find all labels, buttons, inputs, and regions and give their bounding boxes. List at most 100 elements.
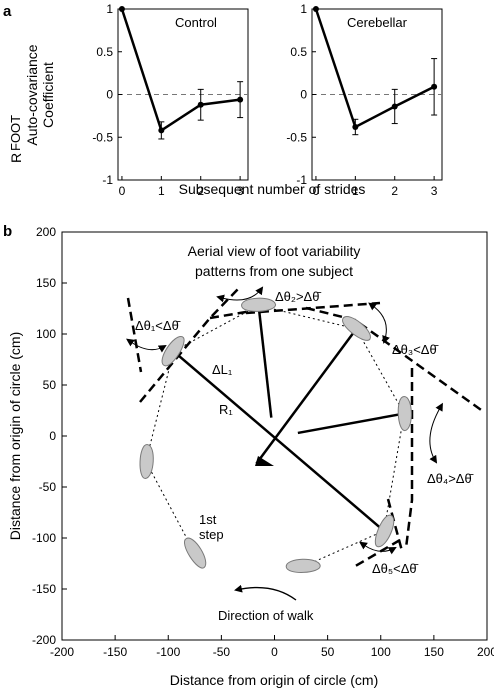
panel-a-letter: a <box>3 3 12 20</box>
footprint-3 <box>161 336 185 367</box>
control-data-point <box>237 96 244 103</box>
cerebellar-xtick-label: 0 <box>313 184 320 198</box>
panel-b-plot: -200 -150 -100 -50 0 50 100 150 200 200 150 100 50 0 -… <box>32 225 494 659</box>
cerebellar-data-point <box>352 123 359 130</box>
panel-b-title-line1: Aerial view of foot variability <box>188 243 361 259</box>
annotation-direction: Direction of walk <box>218 608 314 623</box>
panel-a-ylabel-line2: Auto-covariance <box>24 44 40 145</box>
annotation-step: step <box>199 527 224 542</box>
panel-b-xtick-label: -100 <box>156 645 180 659</box>
panel-b-xtick-label: -150 <box>103 645 127 659</box>
panel-b-ytick-label: -100 <box>32 531 56 545</box>
cerebellar-data-point <box>431 83 438 90</box>
footprint-8 <box>285 558 321 573</box>
footprint-path <box>145 304 405 568</box>
control-xtick-label: 3 <box>237 184 244 198</box>
panel-a-xlabel: Subsequent number of strides <box>179 181 366 197</box>
footprint-5 <box>342 316 371 341</box>
control-subplot: Control 0 1 2 3 1 0.5 0 -0.5 -1 <box>92 2 249 198</box>
control-data-point <box>158 127 165 134</box>
panel-b-ytick-label: 200 <box>36 225 56 239</box>
panel-a-ylabel-foot: FOOT <box>8 115 23 151</box>
footprint-6 <box>397 396 412 432</box>
dashed-line-4 <box>404 368 414 549</box>
control-data-point <box>118 6 125 12</box>
cerebellar-ytick-label: 0 <box>300 88 307 102</box>
dashed-line-5b <box>351 538 401 570</box>
panel-b-ytick-label: -150 <box>32 582 56 596</box>
panel-b-xtick-label: 200 <box>477 645 494 659</box>
panel-b-xtick-label: -200 <box>50 645 74 659</box>
control-ytick-label: 1 <box>106 2 113 16</box>
cerebellar-series-line <box>314 8 435 129</box>
panel-b-ylabel-text: Distance from origin of circle (cm) <box>7 332 23 541</box>
panel-b-xtick-label: 50 <box>321 645 335 659</box>
cerebellar-xtick-label: 2 <box>391 184 398 198</box>
control-title: Control <box>175 15 217 30</box>
heading-dashed-lines <box>126 288 485 570</box>
annotation-theta3: Δθ₃<Δθ̄ <box>392 342 439 357</box>
control-xtick-label: 0 <box>119 184 126 198</box>
control-data-point <box>197 101 204 108</box>
panel-b-ytick-label: -200 <box>32 633 56 647</box>
panel-b-letter: b <box>3 223 12 240</box>
panel-b-xtick-label: 150 <box>424 645 444 659</box>
cerebellar-xtick-label: 3 <box>431 184 438 198</box>
annotation-theta2: Δθ₂>Δθ̄ <box>275 289 321 304</box>
angle-arc-1 <box>126 338 167 353</box>
angle-arc-2 <box>216 286 264 303</box>
panel-b-ylabel: Distance from origin of circle (cm) <box>7 332 23 541</box>
cerebellar-data-point <box>312 6 319 12</box>
radius-line <box>255 328 358 465</box>
angle-arc-5 <box>359 541 397 555</box>
radius-line-r1 <box>172 350 385 532</box>
dashed-line-1b <box>139 288 239 403</box>
control-ytick-label: 0.5 <box>96 45 113 59</box>
cerebellar-xtick-label: 1 <box>352 184 359 198</box>
dashed-line-5a <box>386 498 404 552</box>
cerebellar-ytick-label: -0.5 <box>286 130 307 144</box>
panel-b-ytick-label: -50 <box>39 480 57 494</box>
dashed-line-2 <box>209 308 259 320</box>
panel-a-ylabel: R FOOT Auto-covariance Coefficient <box>8 44 56 163</box>
angle-arc-4 <box>429 402 443 464</box>
panel-b-xlabel: Distance from origin of circle (cm) <box>170 672 379 688</box>
footprint-4 <box>241 297 277 312</box>
radius-line <box>297 412 405 435</box>
dashed-line-3a <box>245 301 381 315</box>
annotation-theta5: Δθ₅<Δθ̄ <box>372 561 419 576</box>
panel-b-ytick-label: 50 <box>43 378 57 392</box>
control-ytick-label: -0.5 <box>92 130 113 144</box>
annotation-theta4: Δθ₄>Δθ̄ <box>427 471 474 486</box>
panel-b-ytick-label: 150 <box>36 276 56 290</box>
annotation-delta-l1: ΔL₁ <box>212 362 233 377</box>
control-xtick-label: 1 <box>158 184 165 198</box>
footprint-1 <box>184 537 207 569</box>
panel-a-ylabel-r: R <box>8 153 24 163</box>
cerebellar-data-point <box>391 103 398 110</box>
cerebellar-ytick-label: 1 <box>300 2 307 16</box>
cerebellar-subplot: Cerebellar 0 1 2 3 1 0.5 0 -0.5 -1 <box>286 2 443 198</box>
footprint-2 <box>139 444 154 480</box>
angle-arcs <box>126 286 443 601</box>
panel-b-xtick-label: 0 <box>271 645 278 659</box>
angle-arc-3 <box>368 302 390 344</box>
walk-direction-arrow <box>234 584 297 601</box>
panel-a-ylabel-line3: Coefficient <box>40 62 56 128</box>
dashed-line-1a <box>126 297 143 373</box>
control-xtick-label: 2 <box>197 184 204 198</box>
panel-b-title-line2: patterns from one subject <box>195 263 353 279</box>
radius-line <box>257 305 273 418</box>
footprint-7 <box>374 514 395 548</box>
cerebellar-title: Cerebellar <box>347 15 408 30</box>
panel-b-ytick-label: 0 <box>49 429 56 443</box>
annotation-1st: 1st <box>199 512 217 527</box>
panel-b-xtick-label: 100 <box>371 645 391 659</box>
control-series-line <box>120 8 241 133</box>
annotation-theta1: Δθ₁<Δθ̄ <box>135 318 181 333</box>
annotation-r1: R₁ <box>219 402 233 417</box>
control-ytick-label: 0 <box>106 88 113 102</box>
cerebellar-ytick-label: 0.5 <box>290 45 307 59</box>
panel-b-xtick-label: -50 <box>213 645 231 659</box>
